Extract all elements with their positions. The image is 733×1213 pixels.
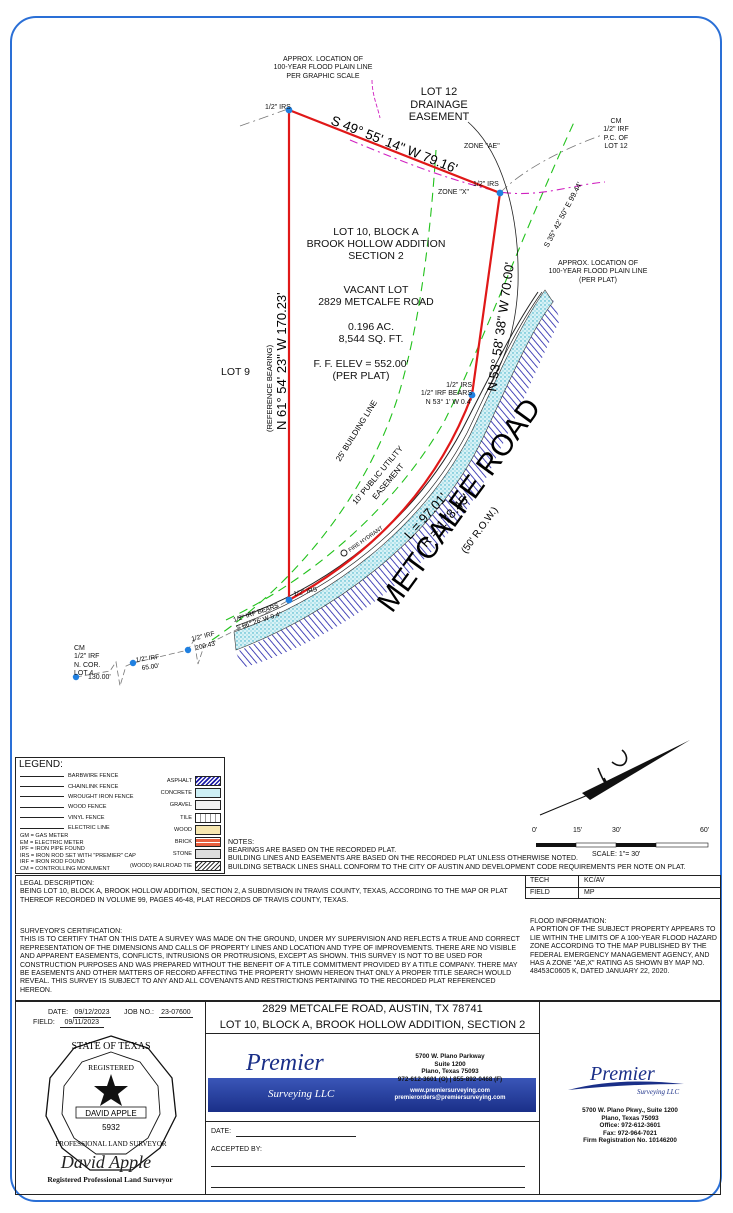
legend-item-barbwire: BARBWIRE FENCE	[20, 771, 150, 781]
seal-name-text: DAVID APPLE	[85, 1109, 136, 1118]
scale-tick-30: 30'	[612, 827, 622, 834]
stone-swatch	[195, 849, 221, 860]
west-bearing-label: N 61° 54' 23" W 170.23'	[274, 292, 289, 430]
company2-address: 5700 W. Plano Pkwy., Suite 1200 Plano, T…	[582, 1107, 678, 1145]
scale-label: SCALE: 1"= 30'	[592, 851, 641, 858]
sheet-border	[10, 16, 722, 1202]
irf-bears-right-label: 1/2" IRS 1/2" IRF BEARS N 53° 1' W 0.4'	[420, 382, 472, 406]
company2-logo-name: Premier	[590, 1063, 655, 1085]
seal-caption: Registered Professional Land Surveyor	[47, 1175, 173, 1184]
tie-65-label-1: 1/2" IRF	[135, 654, 159, 664]
building-line-label: 25' BUILDING LINE	[334, 399, 379, 464]
legal-description: LEGAL DESCRIPTION: BEING LOT 10, BLOCK A…	[20, 880, 508, 904]
company2-swoosh-icon	[568, 1081, 684, 1090]
brick-swatch	[195, 837, 221, 848]
legend-materials: ASPHALT CONCRETE GRAVEL TILE WOOD BRICK …	[111, 775, 221, 873]
accepted-line-2	[211, 1187, 525, 1188]
company-web: www.premiersurveying.com premierorders@p…	[394, 1088, 506, 1102]
wood-swatch	[195, 824, 221, 835]
scale-tick-15: 15'	[573, 827, 583, 834]
date-signature-field: DATE:	[211, 1128, 357, 1138]
scale-tick-60: 60'	[700, 827, 710, 834]
vacant-lot-label: VACANT LOT 2829 METCALFE ROAD	[318, 284, 434, 308]
legend-item-wood-fence: WOOD FENCE	[20, 802, 150, 812]
tie-200-label-2: 200.43'	[195, 640, 217, 652]
fire-hydrant-icon	[340, 549, 348, 557]
accepted-line-1	[211, 1166, 525, 1167]
seal-number-text: 5932	[102, 1123, 120, 1132]
surveyor-seal-icon: STATE OF TEXAS REGISTERED DAVID APPLE 59…	[45, 1035, 177, 1172]
lot9-label: LOT 9	[221, 366, 250, 378]
concrete-band	[233, 289, 554, 651]
address-line: 2829 METCALFE ROAD, AUSTIN, TX 78741	[262, 1003, 483, 1015]
north-arrow-icon	[539, 740, 690, 816]
legend-box: LEGEND: BARBWIRE FENCE CHAINLINK FENCE W…	[15, 757, 225, 874]
company-logo-sub: Surveying LLC	[268, 1088, 335, 1100]
seal-bottom-text: PROFESSIONAL LAND SURVEYOR	[55, 1140, 167, 1148]
gravel-swatch	[195, 800, 221, 811]
company2-logo-sub: Surveying LLC	[637, 1088, 680, 1096]
lot12-label: LOT 12 DRAINAGE EASEMENT	[408, 86, 470, 123]
cm-left-label: CM 1/2" IRF N. COR. LOT 4	[74, 645, 101, 678]
legend-item-chainlink: CHAINLINK FENCE	[20, 781, 150, 791]
tech-box: TECH KC/AV FIELD MP	[525, 875, 721, 899]
concrete-swatch	[195, 788, 221, 799]
tie-65-label-2: 65.00'	[141, 663, 159, 672]
corner-point-se	[468, 391, 476, 399]
scale-tick-0: 0'	[532, 827, 538, 834]
description-block	[15, 875, 721, 1001]
corner-point-ne	[496, 189, 504, 197]
cm-point-west	[72, 673, 80, 681]
ff-elev-label: F. F. ELEV = 552.00' (PER PLAT)	[313, 358, 409, 382]
legend-title: LEGEND:	[19, 759, 63, 770]
company-banner	[208, 1078, 536, 1112]
seal-top-text: STATE OF TEXAS	[71, 1041, 150, 1052]
notes: NOTES: BEARINGS ARE BASED ON THE RECORDE…	[228, 839, 686, 871]
flood-note-top: APPROX. LOCATION OF 100-YEAR FLOOD PLAIN…	[273, 56, 373, 80]
lot10-label: LOT 10, BLOCK A BROOK HOLLOW ADDITION SE…	[306, 226, 446, 262]
seal-registered-text: REGISTERED	[88, 1063, 134, 1072]
surveyor-certification: SURVEYOR'S CERTIFICATION: THIS IS TO CER…	[20, 928, 520, 994]
east-tie-label: S 35° 42' 50" E 99.44'	[542, 180, 584, 249]
scale-bar	[536, 842, 709, 848]
cm-top-right-label: CM 1/2" IRF P.C. OF LOT 12	[603, 118, 629, 151]
corner-point-sw	[285, 596, 293, 604]
building-line	[211, 149, 437, 641]
legend-abbreviations: GM = GAS METER EM = ELECTRIC METER IPF =…	[20, 833, 136, 872]
legend-lines: BARBWIRE FENCE CHAINLINK FENCE WROUGHT I…	[20, 771, 150, 833]
railroad-tie-swatch	[195, 861, 221, 872]
plat-drawing: S 49° 55' 14" W 79.16' N 53° 58' 38" W 7…	[72, 79, 709, 848]
date-field: DATE: 09/12/2023	[48, 1009, 112, 1019]
legend-item-electric-line: ELECTRIC LINE	[20, 823, 150, 833]
accepted-by-label: ACCEPTED BY:	[211, 1146, 262, 1153]
lot-line: LOT 10, BLOCK A, BROOK HOLLOW ADDITION, …	[219, 1019, 526, 1031]
legend-item-vinyl-fence: VINYL FENCE	[20, 813, 150, 823]
company-address: 5700 W. Plano Parkway Suite 1200 Plano, …	[397, 1053, 503, 1083]
irs-top-left-label: 1/2" IRS	[265, 104, 291, 111]
flood-note-right: APPROX. LOCATION OF 100-YEAR FLOOD PLAIN…	[548, 260, 648, 284]
title-block	[15, 1001, 721, 1195]
legend-item-wrought-iron: WROUGHT IRON FENCE	[20, 792, 150, 802]
field-date-field: FIELD: 09/11/2023	[33, 1019, 104, 1029]
irs-top-right-label: 1/2" IRS	[473, 181, 499, 188]
seal-signature-text: David Apple	[60, 1152, 151, 1172]
tie-line-west	[75, 599, 290, 687]
zone-x-label: ZONE "X"	[438, 189, 470, 196]
corner-point-nw	[285, 106, 293, 114]
flood-information: FLOOD INFORMATION: A PORTION OF THE SUBJ…	[530, 918, 717, 976]
area-label: 0.196 AC. 8,544 SQ. FT.	[338, 321, 404, 345]
tile-swatch	[195, 812, 221, 823]
asphalt-swatch	[195, 776, 221, 787]
job-number-field: JOB NO.: 23-07600	[124, 1009, 193, 1019]
lot-boundary	[287, 108, 502, 602]
irs-bottom-label: 1/2" IRS	[293, 586, 319, 598]
cm-left-distance: 130.00'	[88, 674, 111, 681]
utility-easement-line	[225, 119, 576, 621]
company-logo-name: Premier	[246, 1050, 324, 1076]
reference-bearing-label: (REFERENCE BEARING)	[265, 344, 274, 432]
zone-ae-label: ZONE "AE"	[464, 143, 500, 150]
